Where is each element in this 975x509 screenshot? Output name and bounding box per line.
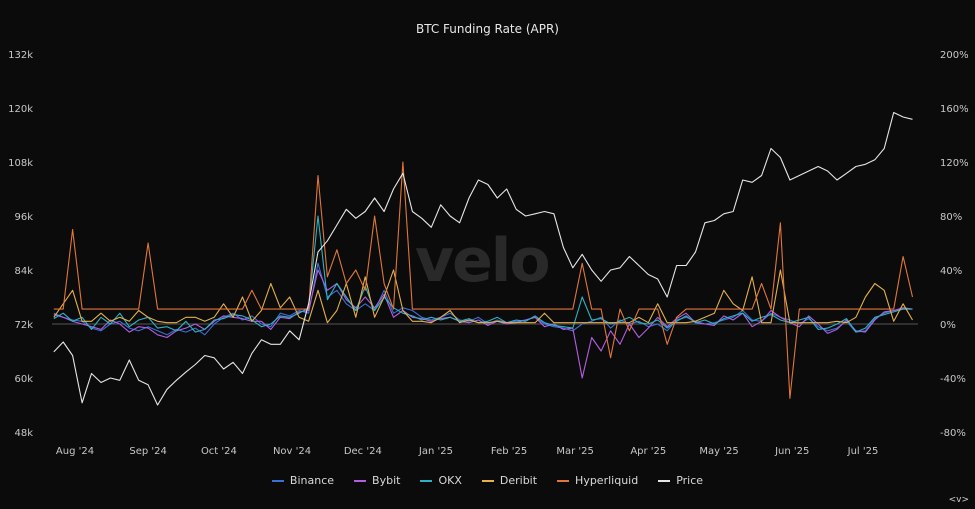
y-left-tick-label: 108k bbox=[8, 158, 33, 169]
x-tick-label: Sep '24 bbox=[129, 446, 167, 457]
legend-item-hyperliquid[interactable]: Hyperliquid bbox=[557, 474, 638, 487]
legend-label: Binance bbox=[289, 474, 335, 487]
series-line-price bbox=[53, 111, 913, 406]
velo-watermark-logo: velo bbox=[415, 226, 551, 296]
legend-swatch bbox=[557, 479, 570, 482]
x-tick-label: Oct '24 bbox=[201, 446, 237, 457]
y-right-tick-label: 40% bbox=[940, 266, 962, 277]
series-line-deribit bbox=[53, 269, 913, 324]
x-tick-label: Feb '25 bbox=[491, 446, 527, 457]
y-left-tick-label: 84k bbox=[14, 266, 33, 277]
legend-swatch bbox=[481, 479, 494, 482]
x-tick-label: Jan '25 bbox=[418, 446, 453, 457]
legend: Binance Bybit OKX Deribit Hyperliquid Price bbox=[0, 474, 975, 487]
y-right-tick-label: -80% bbox=[940, 428, 966, 439]
legend-swatch bbox=[658, 479, 671, 482]
legend-item-binance[interactable]: Binance bbox=[271, 474, 335, 487]
chart-title: BTC Funding Rate (APR) bbox=[416, 22, 559, 36]
legend-item-price[interactable]: Price bbox=[658, 474, 703, 487]
expand-icon[interactable]: <v> bbox=[948, 495, 969, 505]
y-left-tick-label: 72k bbox=[14, 320, 33, 331]
legend-swatch bbox=[354, 479, 367, 482]
x-tick-label: Dec '24 bbox=[344, 446, 382, 457]
x-tick-label: Aug '24 bbox=[56, 446, 94, 457]
y-right-tick-label: -40% bbox=[940, 374, 966, 385]
y-right-tick-label: 160% bbox=[940, 104, 969, 115]
legend-label: OKX bbox=[438, 474, 462, 487]
y-left-tick-label: 120k bbox=[8, 104, 33, 115]
series-line-hyperliquid bbox=[53, 161, 914, 399]
legend-swatch bbox=[420, 479, 433, 482]
y-left-tick-label: 96k bbox=[14, 212, 33, 223]
y-left-tick-label: 60k bbox=[14, 374, 33, 385]
legend-item-deribit[interactable]: Deribit bbox=[481, 474, 538, 487]
legend-label: Hyperliquid bbox=[575, 474, 639, 487]
x-tick-label: Mar '25 bbox=[556, 446, 594, 457]
y-right-tick-label: 80% bbox=[940, 212, 962, 223]
x-tick-label: Nov '24 bbox=[273, 446, 311, 457]
y-right-tick-label: 200% bbox=[940, 50, 969, 61]
x-tick-label: Jun '25 bbox=[774, 446, 809, 457]
x-tick-label: May '25 bbox=[699, 446, 738, 457]
y-left-tick-label: 132k bbox=[8, 50, 33, 61]
legend-item-bybit[interactable]: Bybit bbox=[354, 474, 400, 487]
legend-label: Deribit bbox=[499, 474, 538, 487]
legend-item-okx[interactable]: OKX bbox=[420, 474, 462, 487]
y-right-tick-label: 0% bbox=[940, 320, 956, 331]
legend-label: Price bbox=[676, 474, 704, 487]
legend-swatch bbox=[271, 479, 284, 482]
legend-label: Bybit bbox=[372, 474, 401, 487]
y-right-tick-label: 120% bbox=[940, 158, 969, 169]
y-left-tick-label: 48k bbox=[14, 428, 33, 439]
series-line-okx bbox=[53, 215, 913, 333]
x-tick-label: Apr '25 bbox=[630, 446, 666, 457]
x-tick-label: Jul '25 bbox=[847, 446, 879, 457]
